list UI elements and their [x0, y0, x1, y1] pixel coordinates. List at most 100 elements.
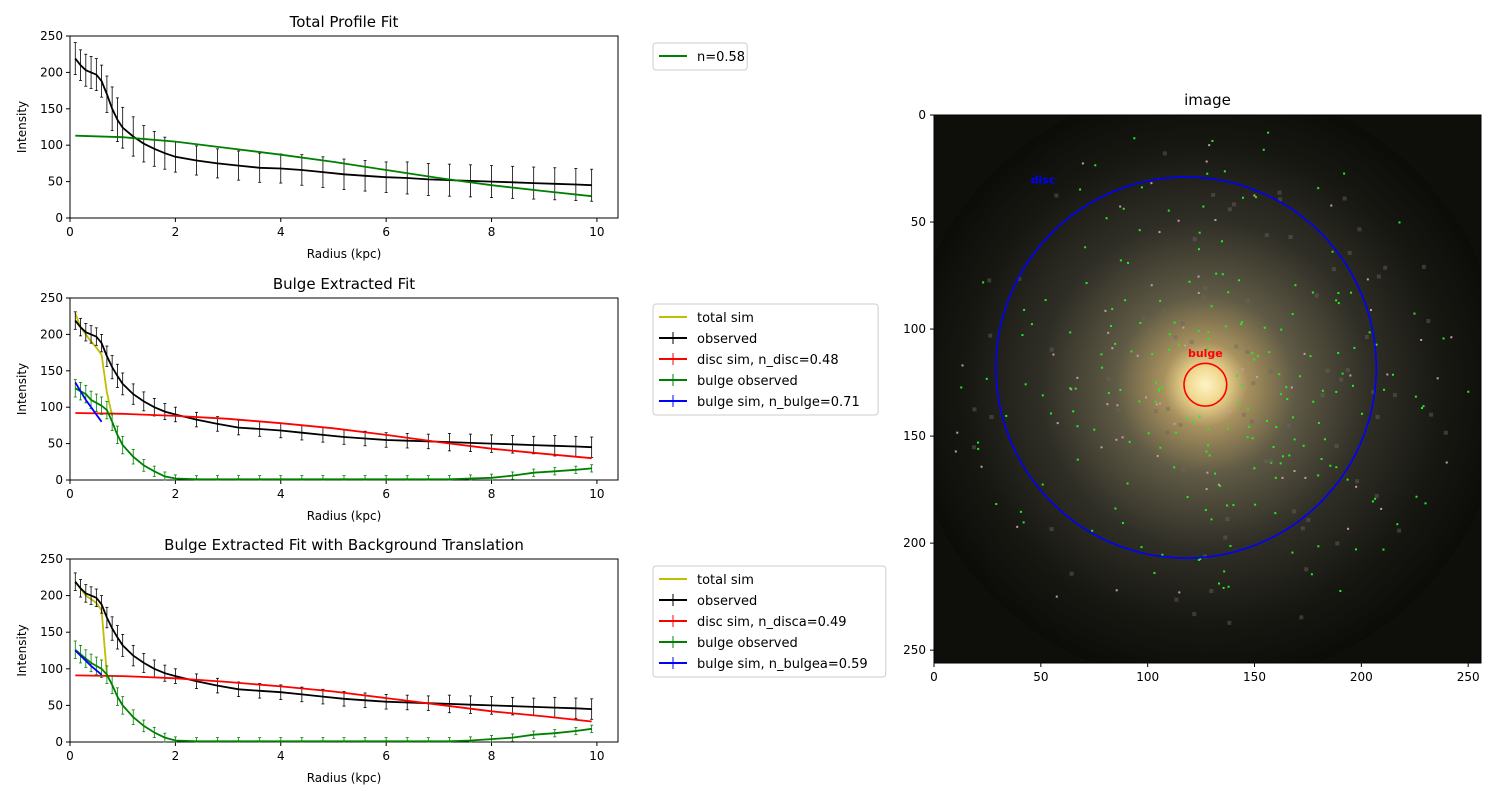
y-tick-label: 0: [55, 735, 63, 749]
point-source: [1268, 351, 1271, 354]
series-line: [74, 387, 592, 481]
x-tick-label: 50: [1033, 670, 1048, 684]
dust-clump: [1225, 517, 1230, 522]
dust-clump: [1325, 368, 1330, 373]
point-source: [1107, 331, 1110, 334]
point-source: [1347, 527, 1350, 530]
point-source: [1368, 331, 1371, 334]
point-source: [1254, 196, 1257, 199]
legend-label: n=0.58: [697, 50, 745, 65]
point-source: [1335, 466, 1338, 469]
point-source: [956, 431, 959, 434]
point-source: [1241, 368, 1244, 371]
legend-label: bulge observed: [697, 636, 798, 651]
dust-clump: [1162, 308, 1167, 313]
point-source: [1247, 408, 1250, 411]
dust-clump: [1335, 541, 1340, 546]
y-tick-label: 100: [40, 138, 63, 152]
point-source: [1049, 412, 1052, 415]
point-source: [1197, 558, 1200, 561]
point-source: [1093, 428, 1096, 431]
point-source: [1240, 384, 1243, 387]
point-source: [1221, 412, 1224, 415]
point-source: [1274, 512, 1277, 515]
x-tick-label: 200: [1350, 670, 1373, 684]
point-source: [1070, 388, 1073, 391]
series-line: [75, 412, 592, 460]
point-source: [1341, 372, 1344, 375]
point-source: [1074, 387, 1077, 390]
point-source: [1241, 196, 1244, 199]
point-source: [1173, 422, 1176, 425]
point-source: [1349, 291, 1352, 294]
y-tick-label: 0: [55, 211, 63, 225]
point-source: [1138, 400, 1141, 403]
bulge-annotation: bulge: [1188, 347, 1223, 360]
point-source: [1274, 476, 1277, 479]
series-bulge-sim-n-bulge-0-71: [74, 381, 103, 423]
x-tick-label: 0: [66, 225, 74, 239]
point-source: [1069, 387, 1072, 390]
dust-clump: [1375, 414, 1380, 419]
point-source: [1223, 570, 1226, 573]
point-source: [1119, 259, 1122, 262]
series-bulge-observed: [73, 640, 594, 743]
point-source: [1337, 292, 1340, 295]
point-source: [1422, 405, 1425, 408]
dust-clump: [988, 333, 993, 338]
x-tick-label: 10: [589, 225, 604, 239]
point-source: [1279, 462, 1282, 465]
point-source: [1208, 144, 1211, 147]
point-source: [1111, 308, 1114, 311]
disc-aperture-circle: [995, 176, 1378, 559]
x-tick-label: 250: [1457, 670, 1480, 684]
series-line: [75, 134, 592, 198]
point-source: [1106, 403, 1109, 406]
y-tick-label: 100: [903, 322, 926, 336]
galaxy-glow: [934, 115, 1481, 663]
point-source: [1122, 207, 1125, 210]
point-source: [1044, 299, 1047, 302]
point-source: [1207, 337, 1210, 340]
point-source: [1320, 457, 1323, 460]
point-source: [1279, 393, 1282, 396]
point-source: [1167, 209, 1170, 212]
point-source: [1227, 585, 1230, 588]
point-source: [1205, 488, 1208, 491]
point-source: [1214, 472, 1217, 475]
point-source: [1221, 273, 1224, 276]
point-source: [1205, 160, 1208, 163]
dust-clump: [1165, 430, 1170, 435]
point-source: [1228, 410, 1231, 413]
series-n-0-58: [75, 134, 592, 198]
legend-frame: [652, 303, 879, 416]
point-source: [1285, 386, 1288, 389]
point-source: [1398, 221, 1401, 224]
point-source: [1136, 354, 1139, 357]
chart-panel-1: Total Profile Fit Radius (kpc) Intensity 0 2…: [15, 13, 748, 261]
x-tick-label: 6: [382, 749, 390, 763]
series-disc-sim-n-disc-0-48: [75, 412, 592, 460]
y-tick-label: 50: [48, 175, 63, 189]
point-source: [1069, 331, 1072, 334]
point-source: [1206, 172, 1209, 175]
dust-clump: [1251, 381, 1256, 386]
point-source: [982, 281, 985, 284]
point-source: [1251, 352, 1254, 355]
dust-clump: [1314, 293, 1319, 298]
plot-area-frame: [69, 297, 619, 481]
x-tick-label: 150: [1243, 670, 1266, 684]
point-source: [1155, 403, 1158, 406]
point-source: [1016, 525, 1019, 528]
dust-clump: [1178, 422, 1183, 427]
dust-clump: [1429, 412, 1434, 417]
chart-panel-3: Bulge Extracted Fit with Background Tran…: [15, 536, 887, 785]
dust-clump: [1264, 459, 1269, 464]
point-source: [1133, 137, 1136, 140]
point-source: [1121, 436, 1124, 439]
dust-clump: [1364, 335, 1369, 340]
dust-clump: [1376, 274, 1381, 279]
dust-clump: [1017, 276, 1022, 281]
point-source: [1052, 353, 1055, 356]
dust-clump: [1241, 412, 1246, 417]
